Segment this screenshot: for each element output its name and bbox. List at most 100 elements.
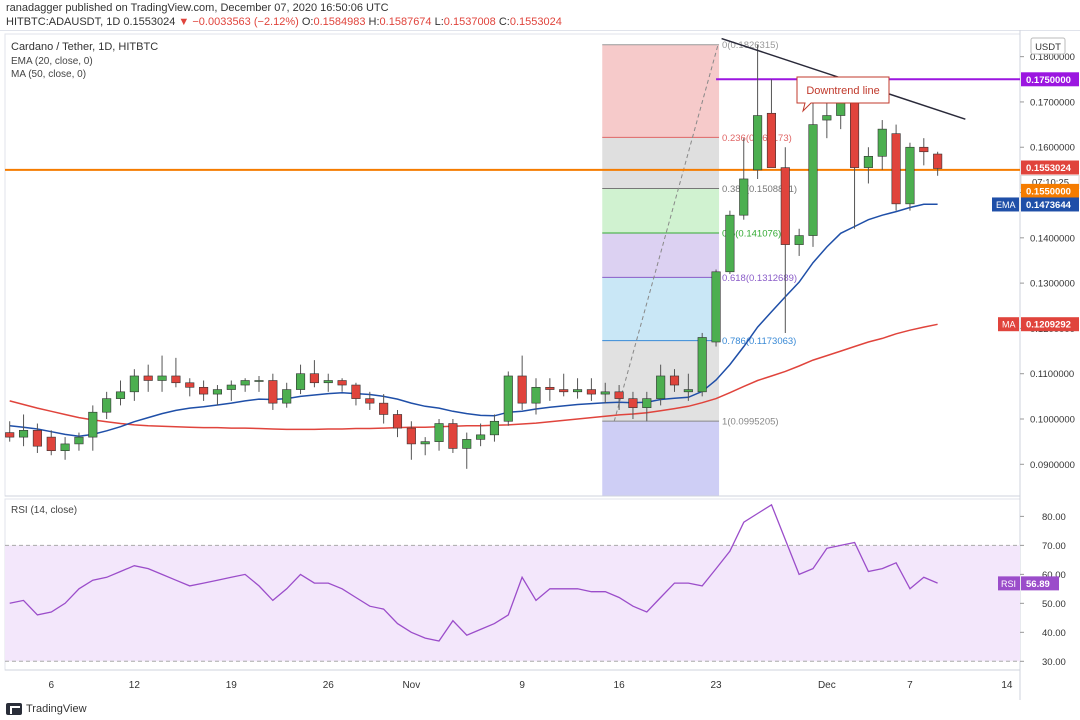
rsi-tick-label: 30.00 — [1042, 657, 1066, 668]
fib-zone — [602, 44, 720, 138]
fib-zone — [602, 277, 720, 341]
candle-body — [392, 414, 403, 429]
y-tick-label: 0.0900000 — [1030, 460, 1075, 471]
candle-body — [434, 423, 444, 442]
rsi-name: RSI — [1001, 579, 1016, 589]
rsi-legend: RSI (14, close) — [11, 505, 77, 516]
candle-body — [683, 389, 693, 393]
candle-body — [628, 398, 638, 408]
resistance-tag-bg — [1021, 72, 1079, 87]
candle-body — [282, 389, 292, 404]
candle-body — [642, 398, 652, 408]
candle-body — [725, 214, 735, 273]
candle-body — [143, 375, 153, 381]
y-tick-label: 0.1300000 — [1030, 279, 1075, 290]
candle-body — [780, 167, 790, 245]
candle-body — [753, 115, 763, 171]
candle-body — [32, 430, 42, 447]
ohlc-line: HITBTC:ADAUSDT, 1D 0.1553024 ▼ −0.003356… — [6, 16, 562, 28]
last-price-tag-bg — [1021, 160, 1079, 175]
fib-zone — [602, 137, 720, 189]
chart-canvas[interactable]: 0.09000000.10000000.11000000.12000000.13… — [0, 30, 1080, 700]
countdown-label: 07:10:25 — [1032, 178, 1069, 189]
candle-body — [365, 398, 375, 404]
y-tick-label: 0.1700000 — [1030, 97, 1075, 108]
candle-body — [60, 443, 70, 452]
y-tick-label: 0.1800000 — [1030, 52, 1075, 63]
rsi-tick-label: 40.00 — [1042, 628, 1066, 639]
x-tick-label: 23 — [710, 680, 722, 691]
candle-body — [46, 436, 56, 452]
candle-body — [268, 380, 278, 404]
x-tick-label: Dec — [818, 680, 836, 691]
candle-body — [102, 398, 112, 413]
x-tick-label: 26 — [323, 680, 335, 691]
candle-body — [545, 386, 555, 390]
indicator-legend: EMA (20, close, 0) — [11, 56, 93, 67]
candle-body — [88, 411, 98, 438]
candle-body — [933, 153, 943, 169]
candle-body — [337, 380, 347, 386]
ema-line — [9, 203, 938, 437]
high-value: 0.1587674 — [379, 16, 432, 28]
candle-body — [531, 386, 541, 404]
close-label: C: — [498, 16, 510, 28]
tradingview-icon — [6, 703, 22, 715]
fib-label: 0.5(0.141076) — [722, 228, 781, 239]
rsi-line — [9, 503, 938, 642]
rsi-tick-label: 80.00 — [1042, 512, 1066, 523]
candle-body — [351, 384, 361, 399]
fib-zone — [602, 421, 720, 496]
ema-tag-bg — [1021, 197, 1079, 212]
x-tick-label: 19 — [226, 680, 238, 691]
fib-zone — [602, 232, 720, 278]
candle-body — [669, 375, 680, 386]
x-tick-label: 14 — [1001, 680, 1013, 691]
candle-body — [462, 439, 472, 449]
candle-body — [212, 389, 222, 395]
candle-body — [185, 382, 195, 388]
resistance-tag: 0.1750000 — [1026, 75, 1071, 86]
candle-body — [129, 375, 139, 393]
candle-body — [323, 380, 333, 384]
candle-body — [919, 146, 929, 153]
candle-body — [379, 402, 389, 415]
candle-body — [656, 375, 666, 399]
candle-body — [614, 391, 624, 399]
candle-body — [794, 235, 804, 245]
fib-label: 0(0.1826315) — [722, 40, 779, 51]
ema-name: EMA — [996, 200, 1016, 210]
header-bar: ranadagger published on TradingView.com,… — [0, 0, 1080, 31]
candle-body — [226, 384, 236, 390]
candle-body — [74, 436, 84, 445]
rsi-tag-bg — [1021, 576, 1059, 591]
candle-body — [295, 373, 306, 390]
candle-body — [18, 430, 29, 438]
rsi-tick-label: 50.00 — [1042, 599, 1066, 610]
indicator-legend: MA (50, close, 0) — [11, 69, 86, 80]
footer: TradingView — [0, 700, 1080, 720]
fib-label: 0.786(0.1173063) — [722, 336, 796, 347]
rsi-tag: 56.89 — [1026, 579, 1050, 590]
candle-body — [739, 178, 749, 216]
tradingview-logo[interactable]: TradingView — [6, 703, 87, 715]
tradingview-brand: TradingView — [26, 703, 87, 715]
fib-label: 1(0.0995205) — [722, 417, 779, 428]
symbol-text: HITBTC:ADAUSDT, 1D — [6, 16, 121, 28]
x-tick-label: 6 — [48, 680, 54, 691]
y-tick-label: 0.1600000 — [1030, 143, 1075, 154]
support-tag: 0.1550000 — [1026, 186, 1071, 197]
ma-tag-bg — [1021, 317, 1079, 332]
open-value: 0.1584983 — [313, 16, 366, 28]
candle-body — [766, 112, 777, 168]
candle-body — [240, 380, 250, 386]
candle-body — [905, 146, 915, 205]
candle-body — [171, 375, 181, 384]
candle-body — [697, 337, 707, 393]
downtrend-callout — [796, 76, 890, 113]
candle-body — [489, 420, 500, 436]
x-tick-label: 12 — [129, 680, 141, 691]
candle-body — [572, 389, 583, 393]
high-label: H: — [368, 16, 380, 28]
candle-body — [586, 389, 596, 395]
